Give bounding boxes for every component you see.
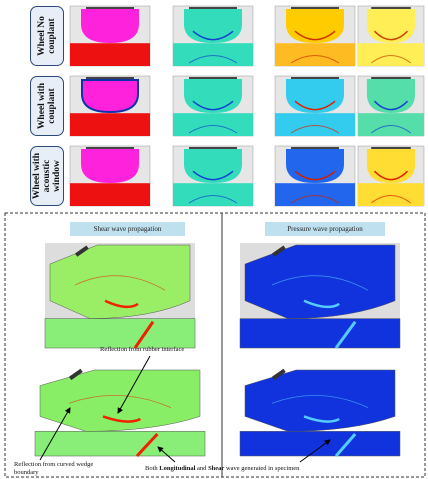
row-label: Wheel with acoustic window	[32, 147, 62, 205]
sim-shape	[70, 183, 150, 206]
annotation: Reflection from curved wedge boundary	[14, 461, 94, 476]
sim-shape	[287, 80, 343, 112]
annotation: Both Longitudinal and Shear wave generat…	[145, 465, 299, 473]
sim-shape	[240, 319, 400, 348]
figure-art	[0, 0, 428, 479]
sim-shape	[82, 10, 138, 42]
sim-shape	[185, 150, 241, 182]
sim-shape	[185, 80, 241, 112]
sim-shape	[368, 10, 414, 42]
annotation-text: Shear	[208, 465, 224, 472]
sim-shape	[173, 113, 253, 136]
panel-header: Pressure wave propagation	[265, 222, 385, 236]
sim-shape	[40, 370, 200, 431]
sim-shape	[368, 150, 414, 182]
annotation-text: wave generated in specimen	[226, 465, 299, 472]
sim-shape	[35, 431, 205, 456]
sim-shape	[368, 80, 414, 112]
row-label-box: Wheel with couplant	[30, 76, 64, 136]
row-label: Wheel No couplant	[37, 7, 57, 65]
page: {"top_grid": {"row_labels": ["Wheel No c…	[0, 0, 428, 479]
sim-shape	[287, 150, 343, 182]
sim-shape	[275, 113, 355, 136]
annotation-text: Both	[145, 465, 158, 472]
row-label: Wheel with couplant	[37, 77, 57, 135]
sim-shape	[82, 150, 138, 182]
annotation-text: and	[197, 465, 206, 472]
sim-shape	[358, 43, 424, 66]
row-label-box: Wheel No couplant	[30, 6, 64, 66]
sim-shape	[173, 43, 253, 66]
sim-shape	[70, 43, 150, 66]
sim-shape	[275, 43, 355, 66]
panel-header: Shear wave propagation	[70, 222, 185, 236]
sim-shape	[173, 183, 253, 206]
sim-shape	[358, 113, 424, 136]
sim-shape	[70, 113, 150, 136]
row-label-box: Wheel with acoustic window	[30, 146, 64, 206]
sim-shape	[358, 183, 424, 206]
sim-shape	[240, 431, 400, 456]
sim-shape	[287, 10, 343, 42]
sim-shape	[45, 319, 195, 348]
sim-shape	[185, 10, 241, 42]
annotation-text: Longitudinal	[159, 465, 195, 472]
annotation: Reflection from rubber interface	[100, 346, 184, 354]
sim-shape	[275, 183, 355, 206]
sim-shape	[82, 80, 138, 112]
sim-shape	[245, 370, 395, 431]
sim-shape	[245, 245, 395, 319]
sim-shape	[50, 245, 190, 319]
